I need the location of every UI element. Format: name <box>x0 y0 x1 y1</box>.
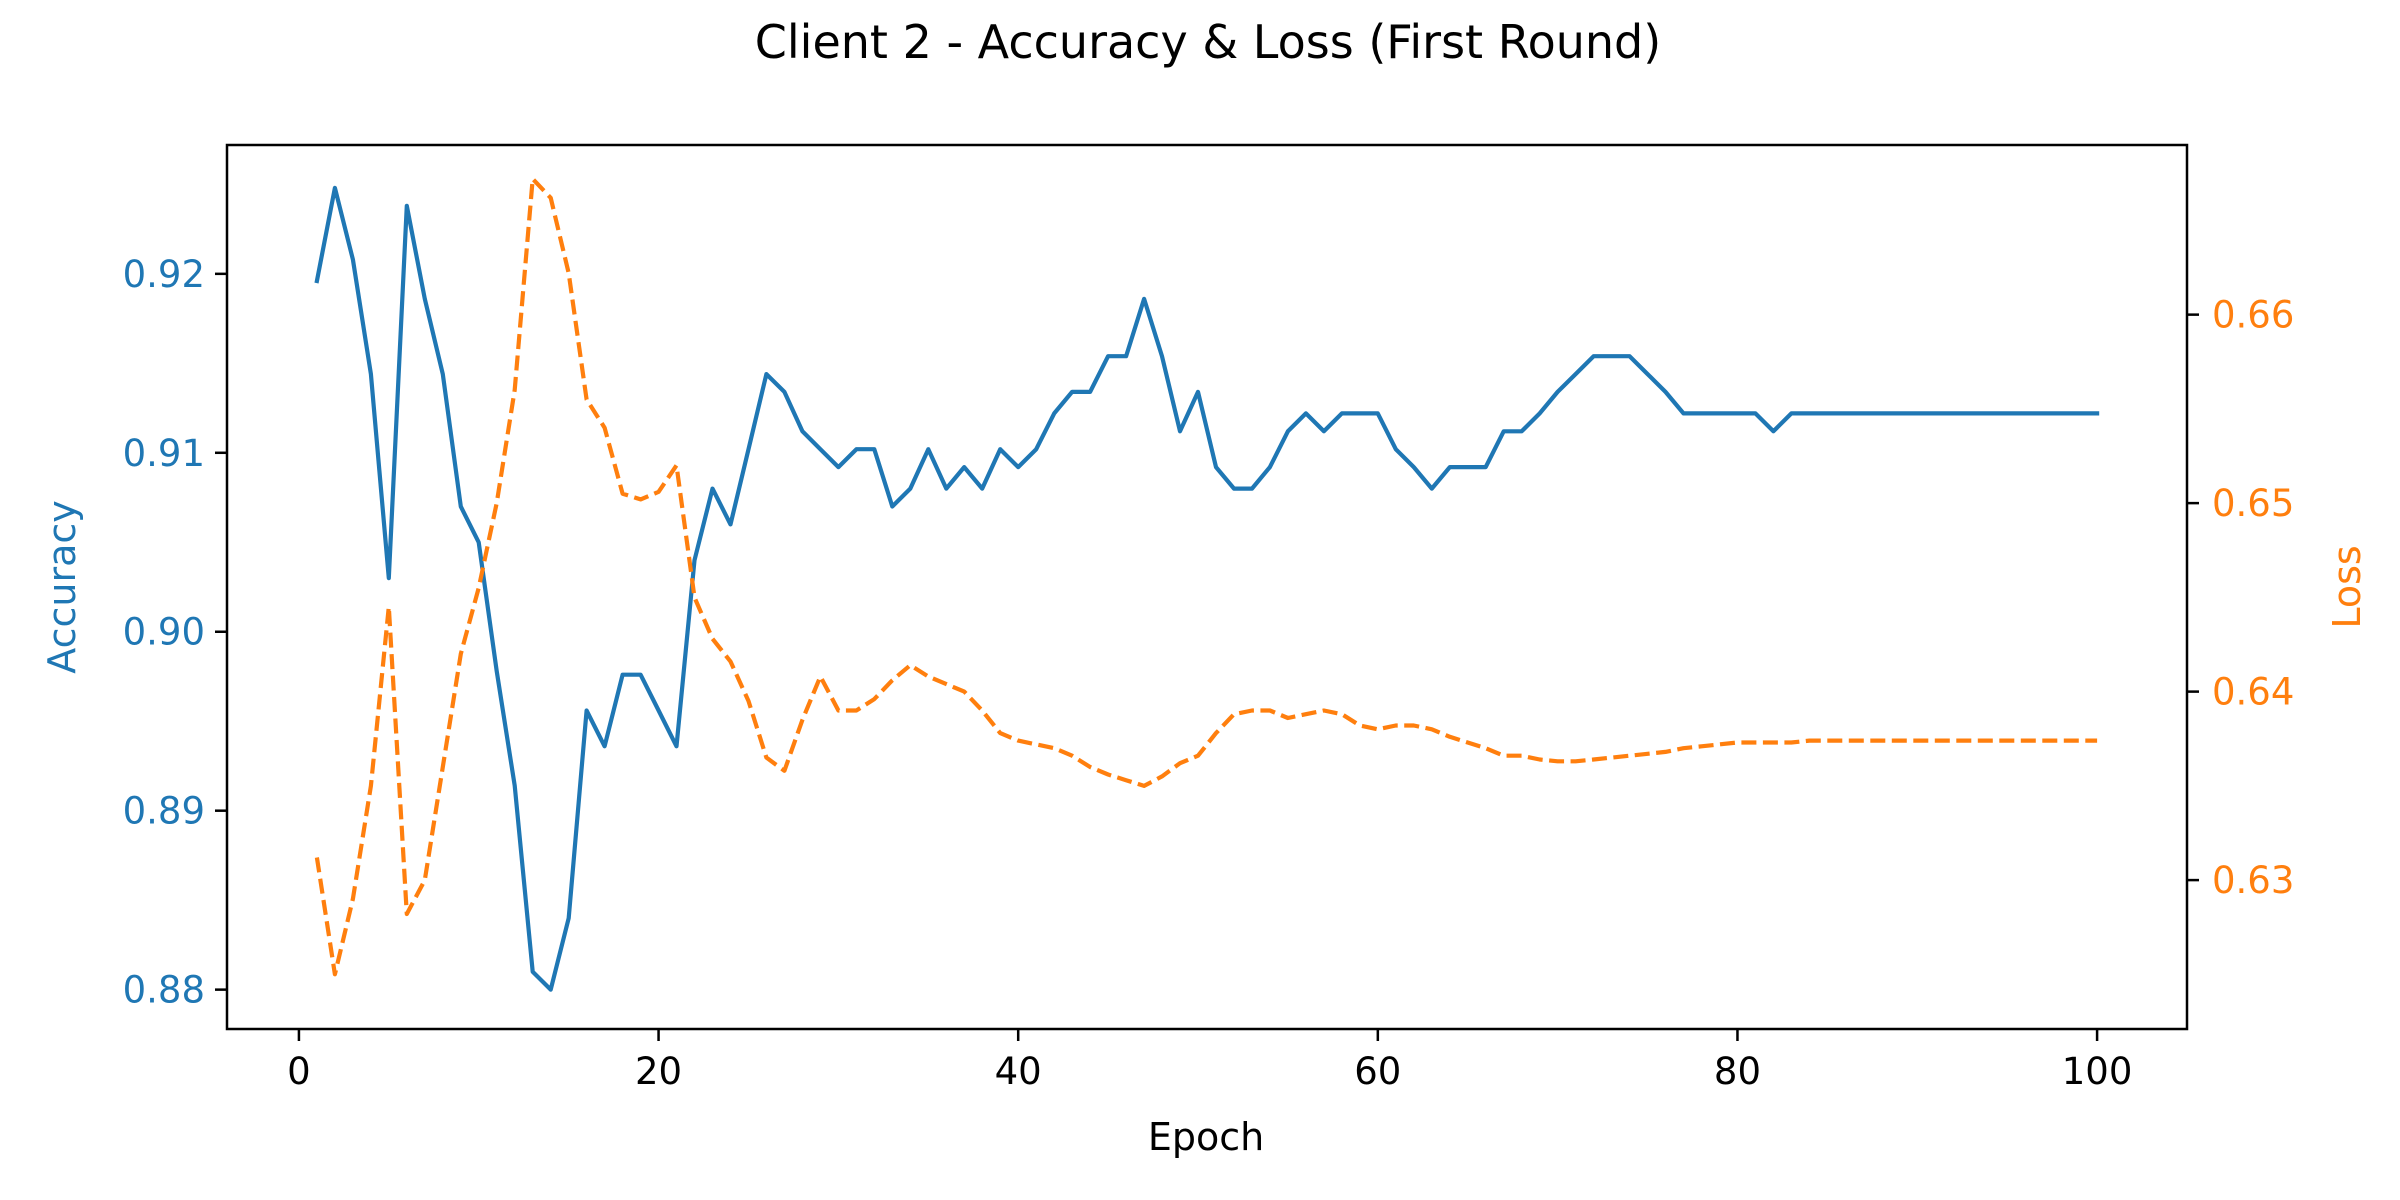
left-y-tick-label: 0.91 <box>123 432 205 475</box>
right-y-tick-label: 0.63 <box>2212 859 2294 902</box>
right-y-tick-label: 0.65 <box>2212 482 2294 525</box>
chart-title: Client 2 - Accuracy & Loss (First Round) <box>755 15 1661 69</box>
right-y-axis-label: Loss <box>2325 545 2369 628</box>
x-tick-label: 20 <box>635 1050 682 1093</box>
left-y-tick-label: 0.88 <box>123 969 205 1012</box>
left-y-axis-label: Accuracy <box>40 500 84 674</box>
x-tick-label: 100 <box>2062 1050 2133 1093</box>
left-y-tick-label: 0.92 <box>123 253 205 296</box>
x-tick-label: 40 <box>995 1050 1042 1093</box>
left-y-tick-label: 0.89 <box>123 790 205 833</box>
x-tick-label: 0 <box>287 1050 311 1093</box>
right-y-tick-label: 0.64 <box>2212 671 2294 714</box>
right-y-tick-label: 0.66 <box>2212 294 2294 337</box>
series-line-loss <box>314 176 2098 977</box>
series-line-accuracy <box>314 185 2100 992</box>
x-tick-label: 60 <box>1354 1050 1401 1093</box>
left-y-axis-ticks: 0.88 0.89 0.90 0.91 0.92 <box>123 253 227 1012</box>
x-axis-ticks: 0 20 40 60 80 100 <box>287 1029 2132 1093</box>
x-tick-label: 80 <box>1714 1050 1761 1093</box>
plot-series-group <box>314 176 2100 992</box>
x-axis-label: Epoch <box>1148 1115 1264 1159</box>
left-y-tick-label: 0.90 <box>123 611 205 654</box>
right-y-axis-ticks: 0.63 0.64 0.65 0.66 <box>2187 294 2294 902</box>
plot-frame <box>225 143 2189 1031</box>
